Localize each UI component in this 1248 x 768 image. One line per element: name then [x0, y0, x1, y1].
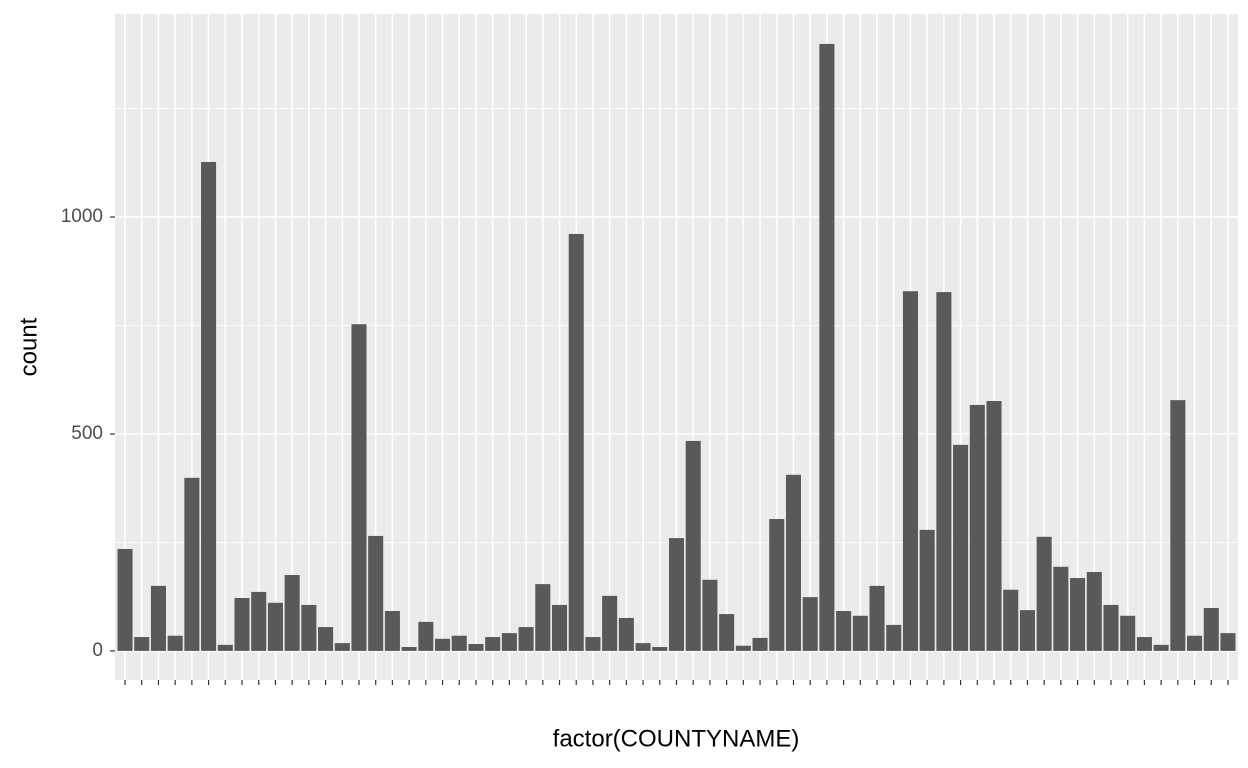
bar [1070, 578, 1086, 651]
x-axis-label: factor(COUNTYNAME) [553, 725, 800, 752]
y-tick-label: 500 [71, 423, 103, 444]
bar [451, 635, 467, 651]
bar [919, 529, 935, 651]
bar [167, 635, 183, 651]
bar [217, 644, 233, 651]
bar [635, 643, 651, 651]
bar [902, 291, 918, 651]
bar [234, 597, 250, 651]
bar [1019, 610, 1035, 651]
bar [518, 627, 534, 651]
bar [1203, 607, 1219, 651]
bar [552, 604, 568, 651]
bar [618, 617, 634, 651]
bar [318, 627, 334, 651]
bar [435, 638, 451, 651]
bar [568, 233, 584, 651]
bar [652, 647, 668, 651]
bar [418, 621, 434, 651]
bar [368, 535, 384, 651]
bar [284, 575, 300, 651]
bar [485, 637, 501, 651]
bar [785, 474, 801, 651]
bar [585, 637, 601, 651]
y-axis-label: count [15, 317, 42, 376]
bar [869, 585, 885, 651]
bar [752, 637, 768, 651]
bar [334, 643, 350, 651]
bar [468, 643, 484, 651]
bar [1187, 635, 1203, 651]
bar [1170, 400, 1186, 651]
bar [401, 647, 417, 651]
bar [150, 585, 166, 651]
bar [769, 519, 785, 651]
bar [1120, 615, 1136, 651]
bar [201, 161, 217, 651]
bar [1153, 644, 1169, 651]
bar [802, 597, 818, 651]
bar [1220, 633, 1236, 651]
bar [535, 584, 551, 651]
bar [351, 324, 367, 651]
bar [986, 401, 1002, 651]
bar [1003, 589, 1019, 651]
bar [685, 440, 701, 651]
bar [251, 591, 267, 651]
bar [1086, 571, 1102, 651]
bar [384, 611, 400, 651]
bar [886, 624, 902, 651]
bar [953, 444, 969, 651]
bar [819, 43, 835, 651]
y-tick-label: 1000 [61, 206, 103, 227]
bar [1136, 637, 1152, 651]
bar [301, 604, 317, 651]
bar [1036, 536, 1052, 651]
bar [668, 538, 685, 651]
bar [602, 595, 618, 651]
bar [719, 614, 735, 651]
bar [702, 579, 718, 651]
bar [134, 637, 150, 651]
bar [184, 477, 200, 651]
bar [117, 548, 133, 651]
bar [969, 404, 985, 651]
bar [735, 645, 751, 651]
bar [936, 292, 952, 651]
bar [267, 602, 283, 651]
bar [501, 633, 517, 651]
bar [836, 611, 852, 651]
y-tick-label: 0 [92, 640, 103, 661]
bar [1053, 566, 1069, 651]
bar [852, 615, 868, 651]
bar [1103, 604, 1119, 651]
